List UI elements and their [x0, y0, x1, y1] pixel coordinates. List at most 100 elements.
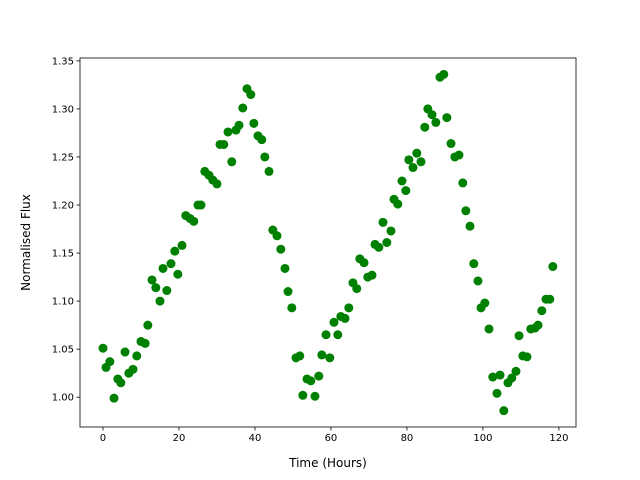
point	[514, 331, 524, 341]
point	[166, 259, 176, 269]
point	[162, 286, 172, 296]
x-tick-label: 100	[473, 433, 492, 444]
point	[280, 263, 290, 273]
point	[537, 306, 547, 316]
point	[238, 103, 248, 113]
point	[177, 240, 187, 250]
point	[170, 246, 180, 256]
y-axis-label: Normalised Flux	[19, 194, 33, 291]
point	[465, 221, 475, 231]
point	[548, 262, 558, 272]
point	[458, 178, 468, 188]
y-tick-label: 1.15	[52, 249, 74, 260]
point	[352, 284, 362, 294]
point	[120, 347, 130, 357]
point	[511, 366, 521, 376]
point	[246, 90, 256, 100]
point	[329, 317, 339, 327]
point	[283, 287, 293, 297]
point	[128, 364, 138, 374]
point	[427, 110, 437, 120]
point	[196, 200, 206, 210]
axes-frame	[79, 57, 577, 428]
point	[333, 330, 343, 340]
point	[264, 166, 274, 176]
point	[249, 118, 259, 128]
point	[321, 330, 331, 340]
point	[408, 163, 418, 173]
point	[155, 296, 165, 306]
point	[340, 313, 350, 323]
point	[257, 135, 267, 145]
point	[446, 139, 456, 149]
y-tick-label: 1.10	[52, 297, 74, 308]
point	[287, 303, 297, 313]
y-tick-label: 1.35	[52, 56, 74, 67]
point	[420, 122, 430, 132]
point	[401, 186, 411, 196]
point	[397, 176, 407, 186]
point	[306, 376, 316, 386]
point	[484, 324, 494, 334]
point	[442, 113, 452, 123]
x-tick-label: 120	[549, 433, 568, 444]
y-tick-label: 1.25	[52, 152, 74, 163]
point	[412, 148, 422, 158]
point	[227, 157, 237, 167]
point	[545, 294, 555, 304]
x-tick-label: 20	[173, 433, 186, 444]
point	[219, 139, 229, 149]
point	[298, 390, 308, 400]
point	[189, 216, 199, 226]
point	[367, 270, 377, 280]
point	[314, 371, 324, 381]
point	[469, 259, 479, 269]
point	[295, 351, 305, 361]
point	[276, 244, 286, 254]
point	[393, 199, 403, 209]
point	[522, 352, 532, 362]
point	[461, 206, 471, 216]
point	[317, 350, 327, 360]
point	[147, 275, 157, 285]
point	[499, 406, 509, 416]
point	[260, 152, 270, 162]
point	[140, 338, 150, 348]
point	[480, 298, 490, 308]
point	[374, 242, 384, 252]
point	[359, 258, 369, 268]
point	[507, 373, 517, 383]
point	[386, 226, 396, 236]
point	[151, 283, 161, 293]
point	[109, 393, 119, 403]
point	[173, 269, 183, 279]
point	[431, 117, 441, 127]
point	[344, 303, 354, 313]
x-tick-label: 40	[249, 433, 262, 444]
y-tick-label: 1.20	[52, 201, 74, 212]
point	[488, 372, 498, 382]
point	[116, 378, 126, 388]
point	[158, 263, 168, 273]
point	[310, 391, 320, 401]
point	[223, 127, 233, 137]
point	[533, 320, 543, 330]
point	[492, 388, 502, 398]
point	[382, 238, 392, 247]
point	[416, 157, 426, 167]
point	[234, 120, 244, 130]
x-tick-label: 60	[325, 433, 338, 444]
x-tick-label: 0	[100, 433, 106, 444]
y-tick-label: 1.05	[52, 345, 74, 356]
point	[105, 357, 115, 367]
point	[495, 370, 505, 380]
point	[378, 217, 388, 227]
point	[272, 231, 282, 241]
point	[473, 276, 483, 286]
point	[143, 320, 153, 330]
x-tick-label: 80	[401, 433, 414, 444]
point	[454, 150, 464, 160]
point	[439, 69, 449, 79]
y-tick-label: 1.00	[52, 393, 74, 404]
